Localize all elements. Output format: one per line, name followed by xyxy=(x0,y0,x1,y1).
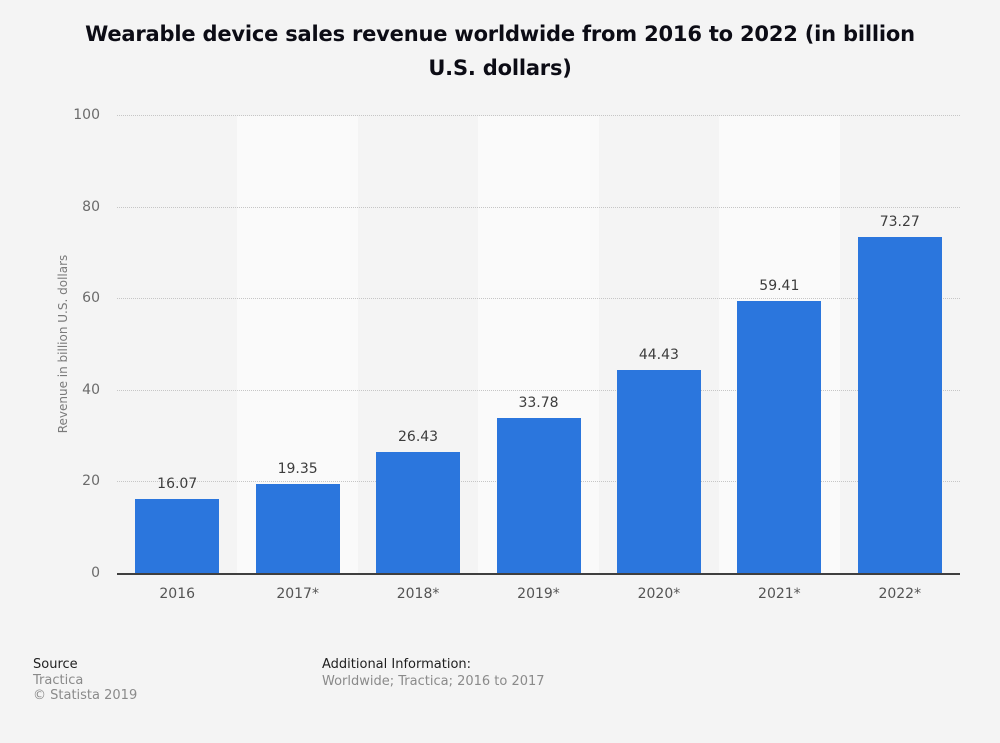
gridline xyxy=(117,206,960,208)
x-tick-label: 2017* xyxy=(276,586,319,602)
y-tick-label: 100 xyxy=(73,107,100,123)
x-axis-tick-labels: 2016 2017* 2018* 2019* 2020* 2021* 2022* xyxy=(117,586,960,606)
y-tick-label: 40 xyxy=(82,381,100,398)
y-tick-label: 60 xyxy=(82,290,100,307)
x-axis-line xyxy=(117,573,960,575)
bar-value-label: 73.27 xyxy=(879,214,920,231)
bar-value-label: 33.78 xyxy=(518,395,559,412)
bar-2019* xyxy=(496,418,581,573)
bar-value-label: 59.41 xyxy=(759,277,800,294)
source-label: Source xyxy=(33,657,78,672)
bar-value-label: 44.43 xyxy=(638,346,679,363)
y-tick-label: 0 xyxy=(91,565,100,581)
y-tick-label: 20 xyxy=(82,473,100,490)
x-tick-label: 2021* xyxy=(758,586,801,602)
footer-additional-block: Additional Information: Worldwide; Tract… xyxy=(322,656,545,690)
gridline xyxy=(117,389,960,391)
x-tick-label: 2022* xyxy=(878,586,922,602)
x-tick-label: 2016 xyxy=(159,586,196,602)
bar-2016 xyxy=(135,499,220,573)
y-tick-label: 80 xyxy=(82,198,100,215)
chart-title-line1: Wearable device sales revenue worldwide … xyxy=(85,22,915,46)
gridline xyxy=(117,298,960,300)
bar-2021* xyxy=(737,300,822,573)
bar-value-label: 19.35 xyxy=(277,461,318,478)
bar-2020* xyxy=(616,369,701,573)
footer-source-block: Source Tractica © Statista 2019 xyxy=(33,657,137,704)
bar-2018* xyxy=(376,451,461,573)
bar-value-label: 26.43 xyxy=(398,428,439,445)
chart-title: Wearable device sales revenue worldwide … xyxy=(0,17,1000,85)
chart-title-line2: U.S. dollars) xyxy=(428,56,572,80)
additional-info-label: Additional Information: xyxy=(322,657,472,672)
x-tick-label: 2020* xyxy=(637,586,681,602)
x-tick-label: 2019* xyxy=(517,586,560,602)
x-tick-label: 2018* xyxy=(396,586,440,602)
bar-value-label: 16.07 xyxy=(157,476,198,493)
copyright-notice: © Statista 2019 xyxy=(33,688,138,703)
bar-2022* xyxy=(857,237,942,573)
bar-2017* xyxy=(255,484,340,573)
y-axis-tick-labels: 0 20 40 60 80 100 xyxy=(35,107,100,581)
plot-area: 16.07 19.35 26.43 33.78 44.43 59.41 73.27 xyxy=(117,115,960,575)
source-value: Tractica xyxy=(33,672,84,688)
column-stripe xyxy=(117,116,238,573)
gridline xyxy=(117,115,960,116)
additional-info-value: Worldwide; Tractica; 2016 to 2017 xyxy=(322,674,545,689)
